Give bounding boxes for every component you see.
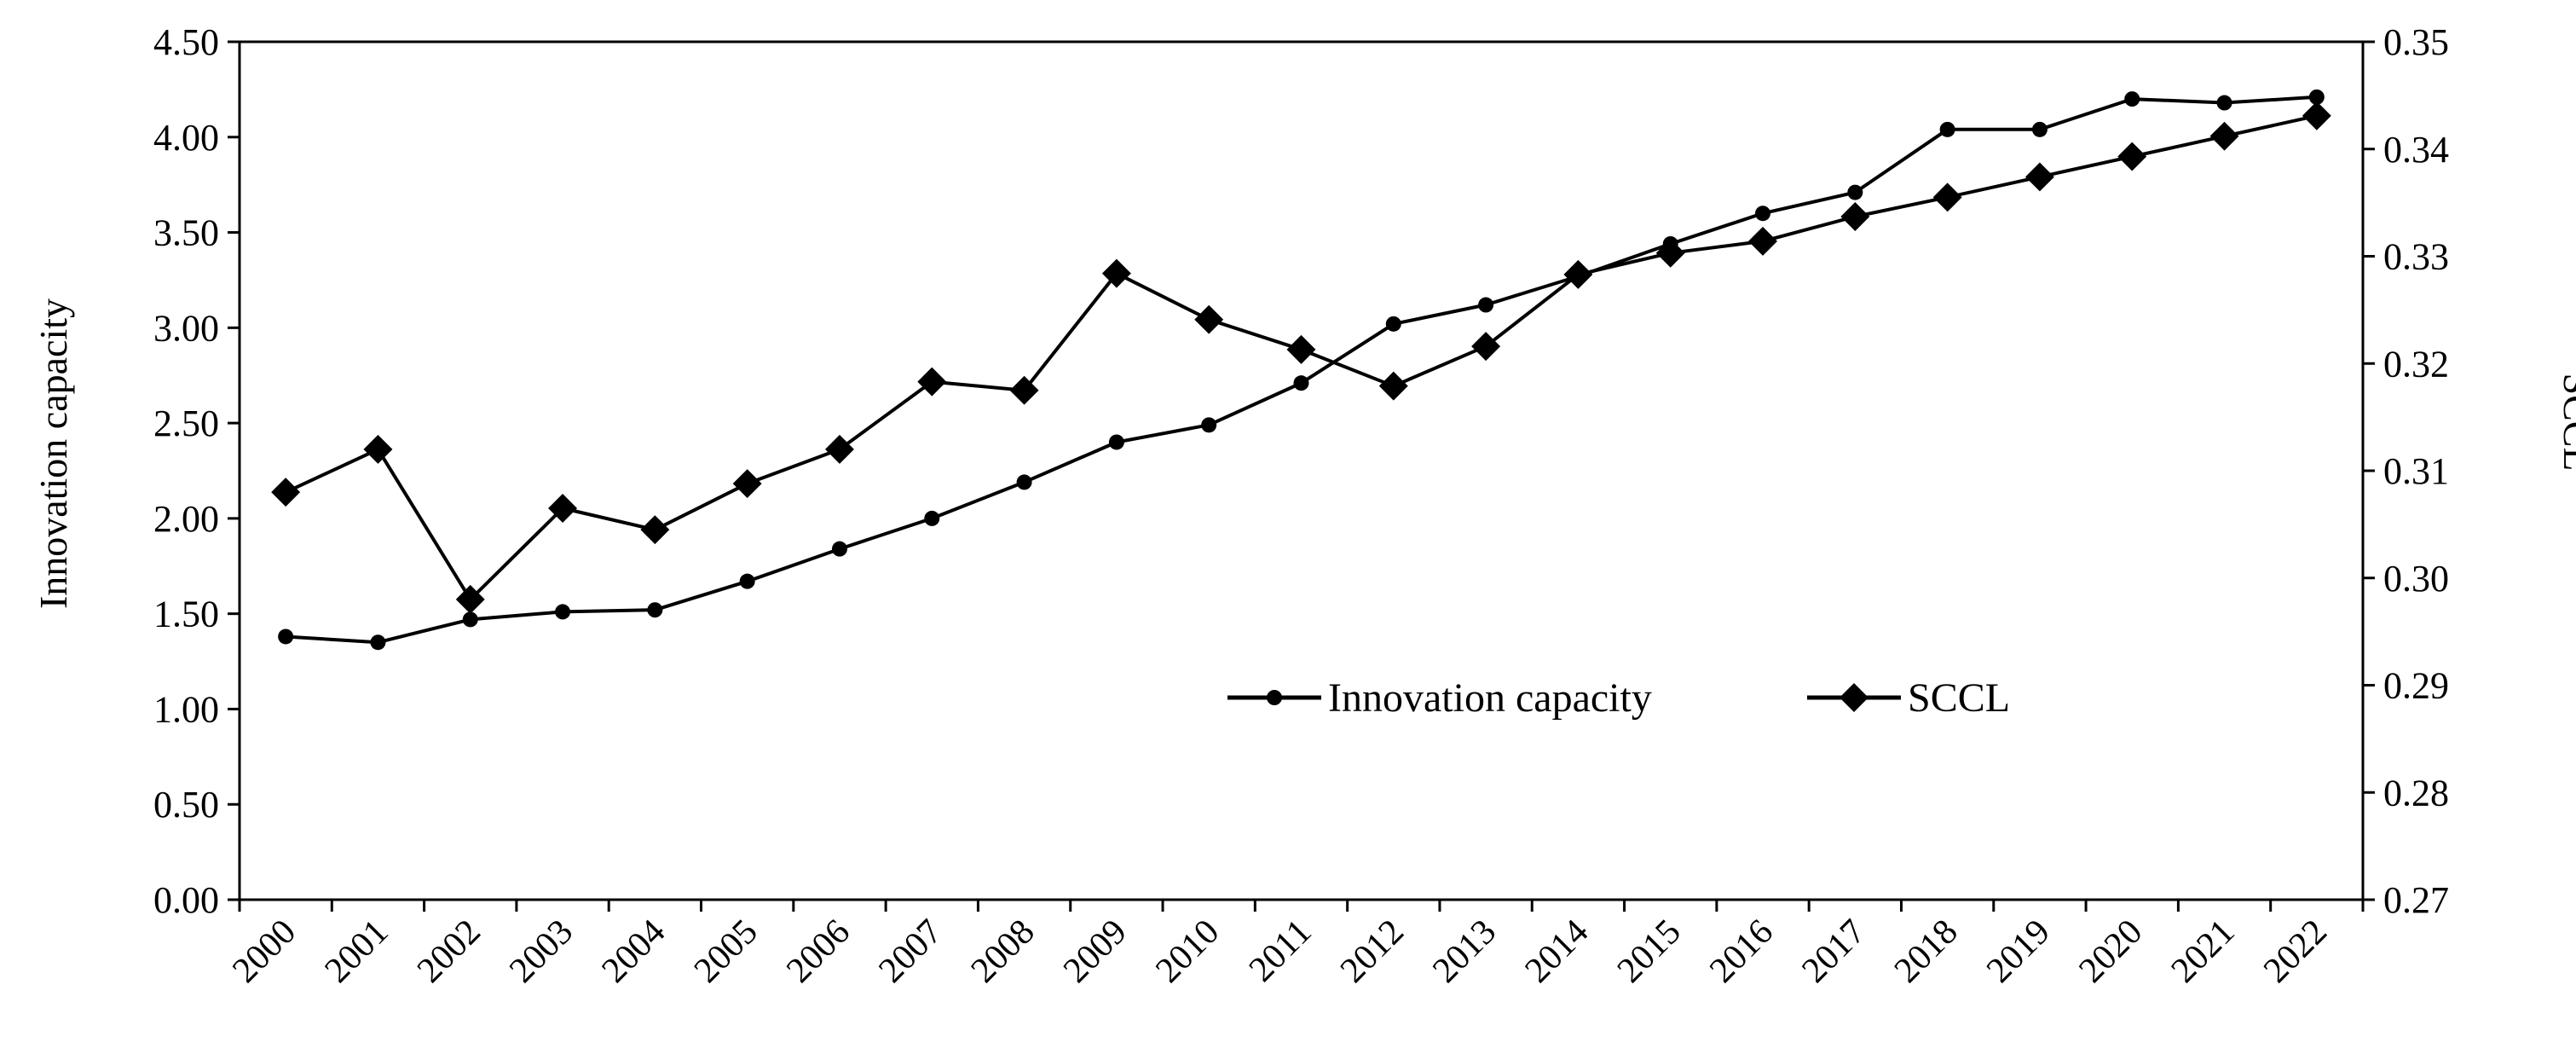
data-point-innovation-capacity bbox=[924, 510, 940, 526]
data-point-sccl bbox=[271, 478, 301, 507]
legend-marker-innovation-capacity bbox=[1267, 690, 1282, 705]
series-layer bbox=[271, 89, 2331, 651]
data-point-innovation-capacity bbox=[831, 541, 847, 557]
x-tick-label: 2011 bbox=[1242, 912, 1320, 990]
data-point-innovation-capacity bbox=[1755, 206, 1771, 222]
data-point-innovation-capacity bbox=[1847, 184, 1863, 200]
y-left-tick-label: 2.50 bbox=[153, 403, 219, 444]
x-tick-label: 2022 bbox=[2256, 912, 2335, 991]
y-left-tick-label: 3.00 bbox=[153, 307, 219, 349]
data-point-innovation-capacity bbox=[1478, 297, 1494, 313]
data-point-sccl bbox=[2024, 162, 2054, 192]
x-tick-label: 2020 bbox=[2071, 912, 2150, 991]
data-point-innovation-capacity bbox=[278, 629, 294, 645]
data-point-innovation-capacity bbox=[2308, 89, 2325, 105]
data-point-innovation-capacity bbox=[1016, 474, 1032, 490]
data-point-innovation-capacity bbox=[2216, 95, 2232, 111]
data-point-sccl bbox=[1471, 332, 1501, 362]
data-point-sccl bbox=[640, 515, 670, 545]
x-tick-label: 2021 bbox=[2164, 912, 2243, 991]
data-point-sccl bbox=[1286, 334, 1316, 364]
y-right-tick-label: 0.35 bbox=[2383, 21, 2449, 63]
data-point-innovation-capacity bbox=[462, 611, 478, 628]
x-tick-label: 2018 bbox=[1887, 912, 1966, 991]
data-point-sccl bbox=[455, 584, 485, 614]
x-tick-label: 2005 bbox=[687, 912, 765, 991]
x-tick-label: 2000 bbox=[225, 912, 303, 991]
data-point-sccl bbox=[1194, 304, 1224, 334]
x-tick-label: 2014 bbox=[1518, 912, 1597, 991]
data-point-innovation-capacity bbox=[647, 602, 663, 618]
x-tick-label: 2019 bbox=[1979, 912, 2058, 991]
data-point-innovation-capacity bbox=[1108, 434, 1124, 450]
data-point-innovation-capacity bbox=[1293, 375, 1309, 391]
x-tick-label: 2012 bbox=[1333, 912, 1412, 991]
y-right-tick-label: 0.29 bbox=[2383, 665, 2449, 707]
y-left-tick-label: 0.50 bbox=[153, 784, 219, 826]
x-tick-label: 2006 bbox=[779, 912, 858, 991]
legend-label-innovation-capacity: Innovation capacity bbox=[1328, 675, 1652, 721]
y-right-tick-label: 0.33 bbox=[2383, 236, 2449, 278]
data-point-innovation-capacity bbox=[2124, 91, 2140, 107]
data-point-innovation-capacity bbox=[1385, 316, 1401, 332]
x-tick-label: 2004 bbox=[595, 912, 673, 991]
legend-marker-sccl bbox=[1840, 683, 1868, 712]
x-tick-label: 2003 bbox=[502, 912, 580, 991]
x-tick-label: 2016 bbox=[1702, 912, 1781, 991]
legend: Innovation capacity SCCL bbox=[1227, 675, 2010, 721]
data-point-innovation-capacity bbox=[370, 634, 386, 651]
y-right-axis-title: SCCL bbox=[2556, 373, 2576, 471]
y-left-axis-title: Innovation capacity bbox=[32, 298, 75, 609]
y-left-tick-label: 3.50 bbox=[153, 212, 219, 254]
data-point-sccl bbox=[825, 434, 854, 464]
axes: 0.00 0.50 1.00 1.50 2.00 2.50 3.00 3.50 4.00 4.50… bbox=[153, 21, 2449, 990]
data-point-sccl bbox=[1932, 182, 1962, 212]
y-left-tick-label: 4.00 bbox=[153, 117, 219, 159]
data-point-sccl bbox=[2117, 142, 2147, 171]
x-tick-label: 2001 bbox=[318, 912, 396, 991]
x-tick-label: 2017 bbox=[1794, 912, 1873, 991]
x-tick-label: 2007 bbox=[871, 912, 950, 991]
x-tick-label: 2002 bbox=[410, 912, 488, 991]
x-tick-label: 2010 bbox=[1148, 912, 1227, 991]
data-point-sccl bbox=[1101, 258, 1131, 288]
y-left-tick-label: 4.50 bbox=[153, 21, 219, 63]
data-point-sccl bbox=[1655, 238, 1685, 268]
data-point-sccl bbox=[2209, 121, 2239, 151]
y-left-tick-label: 1.00 bbox=[153, 688, 219, 730]
y-left-tick-label: 0.00 bbox=[153, 879, 219, 921]
y-left-tick-label: 2.00 bbox=[153, 498, 219, 540]
data-point-sccl bbox=[548, 494, 578, 523]
legend-label-sccl: SCCL bbox=[1908, 675, 2010, 721]
x-tick-label: 2015 bbox=[1610, 912, 1689, 991]
y-right-tick-label: 0.28 bbox=[2383, 772, 2449, 814]
data-point-sccl bbox=[1378, 371, 1408, 401]
y-right-tick-label: 0.30 bbox=[2383, 558, 2449, 600]
data-point-sccl bbox=[917, 367, 947, 397]
y-left-tick-label: 1.50 bbox=[153, 594, 219, 635]
data-point-sccl bbox=[732, 469, 762, 499]
data-point-sccl bbox=[1563, 259, 1593, 289]
x-tick-label: 2013 bbox=[1425, 912, 1504, 991]
data-point-innovation-capacity bbox=[1201, 417, 1217, 433]
data-point-innovation-capacity bbox=[739, 573, 755, 589]
data-point-innovation-capacity bbox=[2031, 121, 2048, 137]
data-point-sccl bbox=[1840, 202, 1870, 231]
data-point-innovation-capacity bbox=[555, 604, 571, 620]
data-point-sccl bbox=[363, 434, 393, 464]
x-tick-label: 2008 bbox=[964, 912, 1043, 991]
y-right-tick-label: 0.32 bbox=[2383, 343, 2449, 385]
data-point-sccl bbox=[2302, 101, 2331, 130]
y-right-tick-label: 0.27 bbox=[2383, 879, 2449, 921]
data-point-sccl bbox=[1009, 375, 1039, 405]
y-right-tick-label: 0.34 bbox=[2383, 129, 2449, 171]
data-point-innovation-capacity bbox=[1939, 121, 1955, 137]
series-line-innovation-capacity bbox=[286, 95, 2317, 645]
y-right-tick-label: 0.31 bbox=[2383, 450, 2449, 492]
data-point-sccl bbox=[1748, 226, 1777, 256]
x-tick-label: 2009 bbox=[1056, 912, 1135, 991]
